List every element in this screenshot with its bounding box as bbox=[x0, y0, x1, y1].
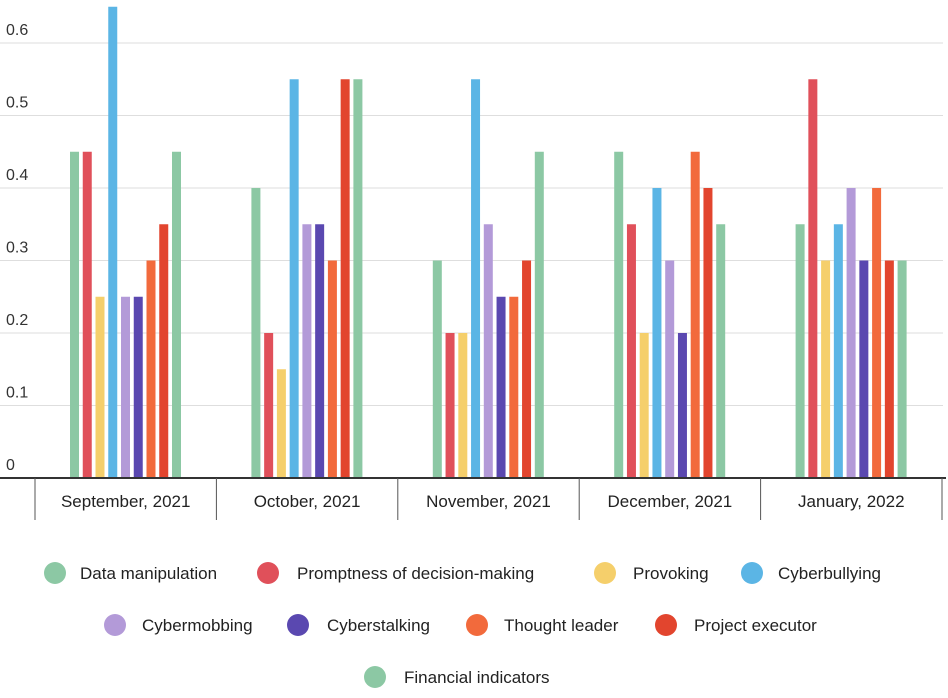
bar-cyberstalking-november-2021 bbox=[496, 296, 506, 478]
bars bbox=[70, 6, 907, 478]
legend-label-provoking: Provoking bbox=[633, 564, 709, 583]
bar-financial-indicators-september-2021 bbox=[172, 151, 181, 478]
legend-marker-financial-indicators bbox=[364, 666, 386, 688]
bar-cybermobbing-december-2021 bbox=[665, 260, 675, 478]
bar-cybermobbing-september-2021 bbox=[121, 296, 130, 478]
x-tick-label: September, 2021 bbox=[61, 492, 190, 511]
legend-marker-data-manipulation bbox=[44, 562, 66, 584]
bar-promptness-of-decision-making-january-2022 bbox=[808, 79, 818, 478]
bar-cyberbullying-november-2021 bbox=[471, 79, 481, 478]
bar-project-executor-october-2021 bbox=[340, 79, 350, 478]
bar-cybermobbing-november-2021 bbox=[483, 224, 493, 478]
bar-provoking-january-2022 bbox=[821, 260, 831, 478]
legend-marker-cybermobbing bbox=[104, 614, 126, 636]
legend-label-data-manipulation: Data manipulation bbox=[80, 564, 217, 583]
legend-label-thought-leader: Thought leader bbox=[504, 616, 619, 635]
y-tick-label: 0 bbox=[6, 457, 15, 474]
legend-marker-cyberbullying bbox=[741, 562, 763, 584]
bar-cyberbullying-january-2022 bbox=[833, 224, 843, 478]
bar-provoking-december-2021 bbox=[639, 333, 649, 478]
bar-thought-leader-november-2021 bbox=[509, 296, 519, 478]
bar-data-manipulation-december-2021 bbox=[614, 151, 624, 478]
x-tick-label: December, 2021 bbox=[608, 492, 733, 511]
bar-provoking-november-2021 bbox=[458, 333, 468, 478]
bar-project-executor-november-2021 bbox=[522, 260, 532, 478]
bar-project-executor-september-2021 bbox=[159, 224, 169, 478]
y-tick-label: 0.1 bbox=[6, 385, 28, 402]
bar-cyberstalking-september-2021 bbox=[133, 296, 143, 478]
legend-label-cyberstalking: Cyberstalking bbox=[327, 616, 430, 635]
bar-data-manipulation-september-2021 bbox=[70, 151, 79, 478]
bar-data-manipulation-october-2021 bbox=[251, 188, 261, 478]
bar-project-executor-january-2022 bbox=[884, 260, 894, 478]
x-tick-label: October, 2021 bbox=[254, 492, 361, 511]
bar-promptness-of-decision-making-september-2021 bbox=[82, 151, 92, 478]
x-tick-label: January, 2022 bbox=[798, 492, 904, 511]
legend-marker-thought-leader bbox=[466, 614, 488, 636]
legend-label-cyberbullying: Cyberbullying bbox=[778, 564, 881, 583]
bar-cyberbullying-october-2021 bbox=[289, 79, 299, 478]
legend-marker-provoking bbox=[594, 562, 616, 584]
y-tick-label: 0.4 bbox=[6, 167, 28, 184]
bar-thought-leader-september-2021 bbox=[146, 260, 156, 478]
bar-cyberbullying-december-2021 bbox=[652, 188, 662, 478]
bar-cyberstalking-january-2022 bbox=[859, 260, 869, 478]
bar-thought-leader-october-2021 bbox=[327, 260, 337, 478]
bar-cybermobbing-january-2022 bbox=[846, 188, 856, 478]
bar-financial-indicators-january-2022 bbox=[897, 260, 907, 478]
legend-marker-project-executor bbox=[655, 614, 677, 636]
bar-promptness-of-decision-making-december-2021 bbox=[626, 224, 636, 478]
legend-label-project-executor: Project executor bbox=[694, 616, 817, 635]
bar-cyberbullying-september-2021 bbox=[108, 6, 118, 478]
bar-thought-leader-january-2022 bbox=[872, 188, 882, 478]
x-axis bbox=[0, 477, 946, 520]
y-tick-label: 0.5 bbox=[6, 95, 28, 112]
x-tick-label: November, 2021 bbox=[426, 492, 551, 511]
y-tick-label: 0.3 bbox=[6, 240, 28, 257]
bar-data-manipulation-january-2022 bbox=[795, 224, 805, 478]
bar-financial-indicators-december-2021 bbox=[716, 224, 726, 478]
bar-cyberstalking-october-2021 bbox=[315, 224, 325, 478]
x-axis-ticks: September, 2021 October, 2021 November, 20… bbox=[61, 492, 905, 511]
bar-thought-leader-december-2021 bbox=[690, 151, 700, 478]
legend-marker-promptness-of-decision-making bbox=[257, 562, 279, 584]
legend-label-cybermobbing: Cybermobbing bbox=[142, 616, 253, 635]
bar-project-executor-december-2021 bbox=[703, 188, 713, 478]
bar-data-manipulation-november-2021 bbox=[432, 260, 442, 478]
bar-provoking-september-2021 bbox=[95, 296, 105, 478]
bar-provoking-october-2021 bbox=[276, 369, 286, 478]
bar-promptness-of-decision-making-october-2021 bbox=[264, 333, 274, 478]
bar-financial-indicators-november-2021 bbox=[534, 151, 544, 478]
y-axis-ticks: 0 0.1 0.2 0.3 0.4 0.5 0.6 bbox=[6, 22, 28, 474]
bar-cyberstalking-december-2021 bbox=[677, 333, 687, 478]
bar-cybermobbing-october-2021 bbox=[302, 224, 312, 478]
y-tick-label: 0.6 bbox=[6, 22, 28, 39]
legend-marker-cyberstalking bbox=[287, 614, 309, 636]
bar-promptness-of-decision-making-november-2021 bbox=[445, 333, 455, 478]
legend-label-financial-indicators: Financial indicators bbox=[404, 668, 550, 687]
legend: Data manipulation Promptness of decision-… bbox=[44, 562, 881, 688]
legend-label-promptness-of-decision-making: Promptness of decision-making bbox=[297, 564, 534, 583]
y-tick-label: 0.2 bbox=[6, 312, 28, 329]
bar-financial-indicators-october-2021 bbox=[353, 79, 363, 478]
